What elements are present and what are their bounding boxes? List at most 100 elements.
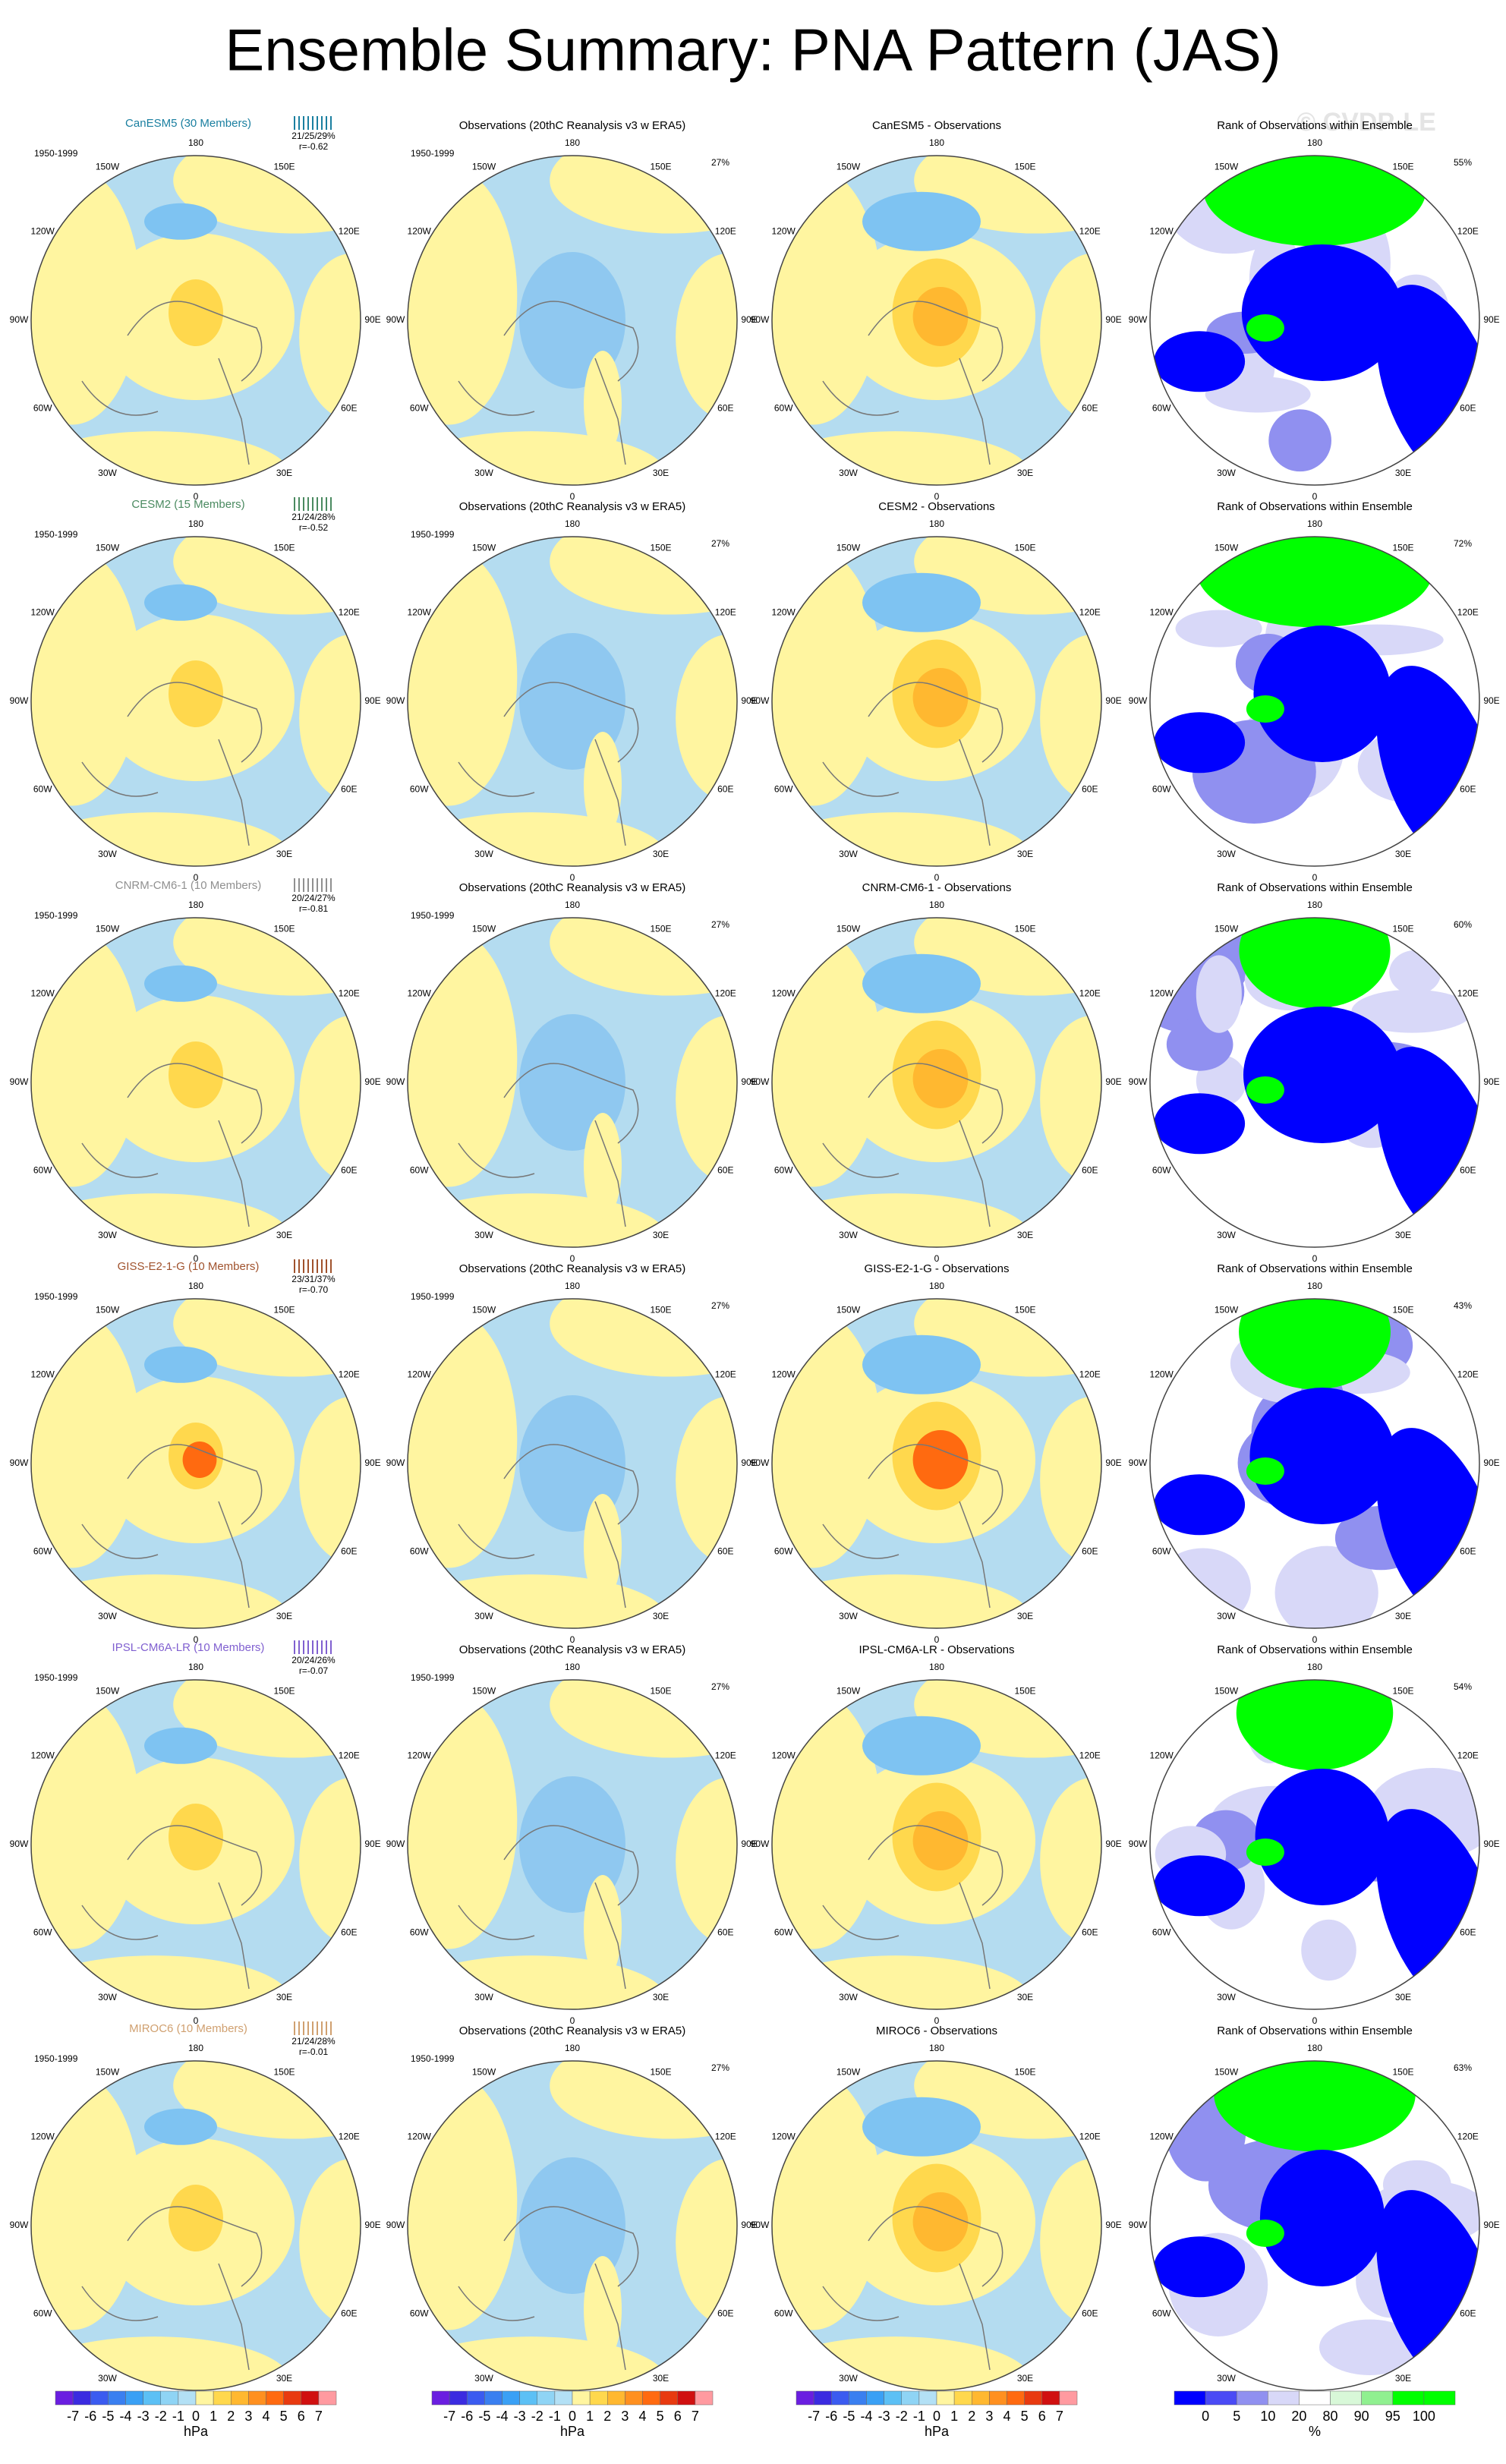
longitude-label: 90W bbox=[751, 1076, 770, 1087]
colorbar-label: -1 bbox=[913, 2409, 925, 2424]
longitude-label: 60E bbox=[1460, 2308, 1476, 2319]
neg-center bbox=[144, 965, 217, 1002]
colorbar-swatch bbox=[572, 2390, 591, 2406]
pos-region bbox=[676, 2158, 737, 2326]
colorbar-label: 7 bbox=[692, 2409, 699, 2424]
longitude-label: 60E bbox=[341, 1927, 357, 1938]
longitude-label: 60E bbox=[1082, 1165, 1098, 1176]
map-model bbox=[31, 1680, 361, 2009]
colorbar-swatch bbox=[918, 2390, 937, 2406]
longitude-label: 120W bbox=[31, 1369, 55, 1380]
longitude-label: 90E bbox=[1483, 1076, 1499, 1087]
longitude-label: 90W bbox=[10, 1076, 29, 1087]
longitude-label: 60E bbox=[1460, 1165, 1476, 1176]
pos-region bbox=[1040, 253, 1101, 421]
rank-pct: 54% bbox=[1454, 1681, 1472, 1692]
longitude-label: 120E bbox=[715, 988, 736, 999]
longitude-label: 150W bbox=[1215, 2066, 1239, 2077]
longitude-label: 60W bbox=[410, 1927, 429, 1938]
rank-green bbox=[1239, 1299, 1391, 1390]
longitude-label: 150E bbox=[1014, 2066, 1035, 2077]
longitude-label: 90E bbox=[741, 1076, 757, 1087]
rank-title: Rank of Observations within Ensemble bbox=[1217, 1643, 1413, 1656]
longitude-label: 150E bbox=[650, 542, 671, 553]
longitude-label: 30W bbox=[474, 1611, 493, 1621]
colorbar-label: -2 bbox=[155, 2409, 167, 2424]
longitude-label: 30E bbox=[1017, 1611, 1033, 1621]
longitude-label: 30E bbox=[276, 2373, 292, 2384]
pos-region bbox=[676, 1777, 737, 1945]
longitude-label: 120E bbox=[339, 1369, 360, 1380]
longitude-label: 180 bbox=[565, 900, 580, 910]
longitude-label: 60W bbox=[410, 2308, 429, 2319]
colorbar-swatch bbox=[677, 2390, 696, 2406]
longitude-label: 30W bbox=[98, 849, 117, 859]
coastline bbox=[822, 1444, 1003, 1609]
longitude-label: 60E bbox=[1082, 2308, 1098, 2319]
correlation: r=-0.01 bbox=[299, 2047, 329, 2057]
map-border bbox=[1149, 1679, 1480, 2010]
longitude-label: 30W bbox=[1217, 849, 1236, 859]
pos-region bbox=[408, 928, 518, 1187]
rank-patch bbox=[1175, 610, 1262, 648]
colorbar-swatch bbox=[143, 2390, 161, 2406]
neg-center bbox=[144, 203, 217, 240]
longitude-label: 150W bbox=[1215, 542, 1239, 553]
longitude-label: 90E bbox=[741, 2220, 757, 2230]
longitude-label: 150W bbox=[836, 2066, 861, 2077]
coastline bbox=[81, 1825, 263, 1990]
longitude-label: 60E bbox=[717, 403, 733, 414]
longitude-label: 60W bbox=[774, 2308, 793, 2319]
rank-green bbox=[1236, 1680, 1394, 1771]
longitude-label: 90E bbox=[364, 314, 380, 325]
pos-region bbox=[1040, 1015, 1101, 1183]
colorbar-swatch bbox=[108, 2390, 126, 2406]
longitude-label: 120W bbox=[31, 988, 55, 999]
longitude-label: 90W bbox=[751, 2220, 770, 2230]
longitude-label: 30E bbox=[653, 1230, 669, 1240]
longitude-label: 90W bbox=[1129, 1076, 1148, 1087]
colorbar-swatch bbox=[660, 2390, 678, 2406]
longitude-label: 120W bbox=[408, 1750, 432, 1761]
longitude-label: 180 bbox=[1307, 518, 1322, 529]
longitude-label: 90W bbox=[386, 1457, 405, 1468]
longitude-label: 60E bbox=[1082, 1927, 1098, 1938]
longitude-label: 150W bbox=[472, 542, 496, 553]
longitude-label: 150E bbox=[1392, 1304, 1413, 1315]
colorbar-unit: hPa bbox=[560, 2424, 585, 2439]
colorbar-swatch bbox=[1299, 2390, 1331, 2406]
longitude-label: 120E bbox=[1457, 607, 1479, 618]
colorbar-label: 3 bbox=[985, 2409, 993, 2424]
colorbar-swatch bbox=[607, 2390, 625, 2406]
map-rank bbox=[1150, 1680, 1479, 2009]
colorbar-label: 1 bbox=[210, 2409, 217, 2424]
colorbar-swatch bbox=[1236, 2390, 1268, 2406]
longitude-label: 60E bbox=[717, 2308, 733, 2319]
longitude-label: 0 bbox=[1312, 1634, 1318, 1645]
colorbar-swatch bbox=[1041, 2390, 1060, 2406]
colorbar-swatch bbox=[1361, 2390, 1394, 2406]
longitude-label: 90W bbox=[751, 695, 770, 706]
correlation: r=-0.07 bbox=[299, 1665, 329, 1676]
obs-pct: 27% bbox=[711, 538, 729, 549]
colorbar-swatch bbox=[866, 2390, 884, 2406]
colorbar-swatch bbox=[195, 2390, 214, 2406]
longitude-label: 150W bbox=[96, 161, 120, 172]
colorbar-swatch bbox=[554, 2390, 573, 2406]
longitude-label: 30E bbox=[276, 1611, 292, 1621]
map-obs bbox=[408, 156, 737, 485]
longitude-label: 60W bbox=[774, 1927, 793, 1938]
longitude-label: 120E bbox=[1079, 2132, 1101, 2142]
colorbar-label: 0 bbox=[933, 2409, 940, 2424]
colorbar-label: -7 bbox=[67, 2409, 79, 2424]
longitude-label: 120E bbox=[339, 2132, 360, 2142]
longitude-label: 30E bbox=[276, 468, 292, 478]
rank-patch bbox=[1268, 409, 1331, 472]
stats: 21/24/28% bbox=[291, 2036, 336, 2047]
colorbar-label: -6 bbox=[825, 2409, 837, 2424]
rank-blue bbox=[1253, 625, 1391, 762]
longitude-label: 0 bbox=[194, 491, 199, 502]
neg-center bbox=[862, 2097, 981, 2157]
colorbar-swatch bbox=[1392, 2390, 1425, 2406]
